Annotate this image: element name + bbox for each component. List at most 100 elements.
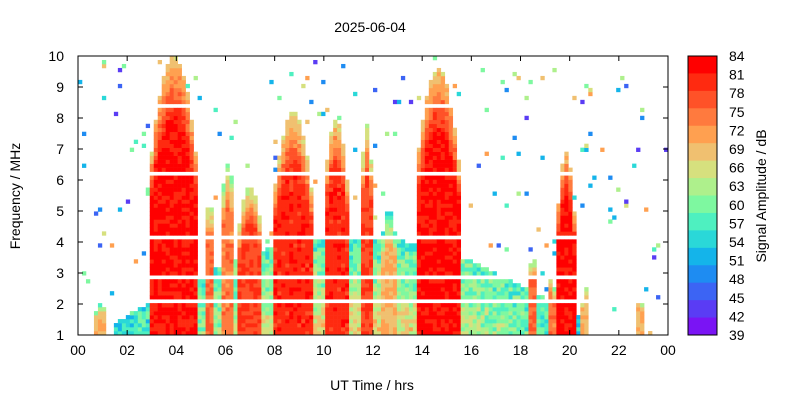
heatmap-cell: [456, 263, 462, 268]
heatmap-cell: [532, 271, 537, 276]
heatmap-cell: [480, 283, 485, 288]
heatmap-cell: [273, 263, 278, 268]
heatmap-cell: [209, 231, 214, 236]
heatmap-cell: [169, 311, 174, 316]
heatmap-cell: [416, 243, 422, 248]
heatmap-cell: [141, 331, 147, 336]
heatmap-cell: [353, 195, 358, 200]
heatmap-cell: [189, 223, 194, 228]
heatmap-cell: [500, 311, 505, 316]
heatmap-cell: [448, 155, 454, 160]
heatmap-cell: [436, 331, 442, 336]
heatmap-cell: [281, 247, 286, 252]
heatmap-cell: [476, 267, 481, 272]
heatmap-cell: [305, 331, 310, 336]
heatmap-cell: [560, 219, 565, 224]
heatmap-cell: [165, 195, 170, 200]
heatmap-cell: [97, 303, 103, 308]
heatmap-cell: [456, 319, 462, 324]
heatmap-cell: [281, 255, 286, 260]
heatmap-cell: [297, 227, 302, 232]
heatmap-cell: [253, 327, 258, 332]
heatmap-cell: [149, 259, 155, 264]
heatmap-cell: [181, 207, 186, 212]
heatmap-cell: [404, 283, 410, 288]
heatmap-cell: [333, 135, 338, 140]
heatmap-cell: [484, 327, 489, 332]
heatmap-cell: [568, 323, 573, 328]
heatmap-cell: [181, 151, 186, 156]
heatmap-cell: [173, 155, 178, 160]
heatmap-cell: [201, 279, 206, 284]
heatmap-cell: [145, 307, 151, 312]
heatmap-cell: [273, 187, 278, 192]
heatmap-cell: [241, 207, 246, 212]
heatmap-cell: [261, 303, 266, 308]
heatmap-cell: [265, 315, 270, 320]
heatmap-cell: [428, 91, 434, 97]
heatmap-cell: [221, 283, 226, 288]
heatmap-cell: [444, 227, 450, 232]
heatmap-cell: [333, 223, 338, 228]
heatmap-cell: [197, 315, 202, 320]
heatmap-cell: [185, 207, 190, 212]
heatmap-cell: [424, 147, 430, 152]
heatmap-cell: [245, 163, 250, 168]
heatmap-cell: [448, 331, 454, 336]
heatmap-cell: [369, 323, 374, 328]
heatmap-cell: [552, 295, 557, 300]
heatmap-cell: [145, 319, 151, 324]
heatmap-cell: [205, 243, 210, 248]
heatmap-cell: [357, 255, 362, 260]
heatmap-cell: [165, 231, 170, 236]
heatmap-cell: [612, 215, 617, 220]
heatmap-cell: [281, 147, 286, 152]
heatmap-cell: [388, 307, 394, 312]
heatmap-cell: [548, 319, 553, 324]
heatmap-cell: [141, 307, 147, 312]
heatmap-cell: [408, 295, 414, 300]
heatmap-cell: [428, 283, 434, 288]
heatmap-cell: [157, 191, 163, 196]
heatmap-cell: [556, 327, 561, 332]
heatmap-cell: [249, 231, 254, 236]
heatmap-cell: [209, 315, 214, 320]
heatmap-cell: [564, 251, 569, 256]
heatmap-cell: [185, 163, 190, 168]
heatmap-cell: [440, 247, 446, 252]
heatmap-cell: [480, 323, 485, 328]
heatmap-cell: [245, 191, 250, 196]
heatmap-cell: [265, 287, 270, 292]
heatmap-cell: [365, 259, 370, 264]
heatmap-cell: [101, 95, 107, 101]
heatmap-cell: [281, 295, 286, 300]
heatmap-cell: [396, 279, 402, 284]
heatmap-cell: [305, 239, 310, 244]
heatmap-cell: [568, 219, 573, 224]
heatmap-cell: [440, 143, 446, 148]
colorbar-label: Signal Amplitude / dB: [753, 129, 769, 262]
heatmap-cell: [237, 239, 242, 244]
heatmap-cell: [648, 331, 653, 336]
heatmap-cell: [249, 195, 254, 200]
heatmap-cell: [285, 255, 290, 260]
heatmap-cell: [492, 303, 497, 308]
heatmap-cell: [468, 259, 473, 264]
heatmap-cell: [436, 163, 442, 168]
heatmap-cell: [337, 231, 342, 236]
heatmap-cell: [241, 307, 246, 312]
heatmap-cell: [345, 255, 350, 260]
heatmap-cell: [428, 183, 434, 188]
heatmap-cell: [376, 291, 382, 296]
heatmap-cell: [432, 119, 438, 125]
heatmap-cell: [269, 315, 274, 320]
heatmap-cell: [432, 207, 438, 212]
heatmap-cell: [432, 91, 438, 97]
heatmap-cell: [269, 323, 274, 328]
heatmap-cell: [408, 99, 414, 105]
heatmap-cell: [273, 243, 278, 248]
heatmap-cell: [376, 283, 382, 288]
heatmap-cell: [520, 323, 525, 328]
heatmap-cell: [357, 283, 362, 288]
heatmap-cell: [444, 231, 450, 236]
